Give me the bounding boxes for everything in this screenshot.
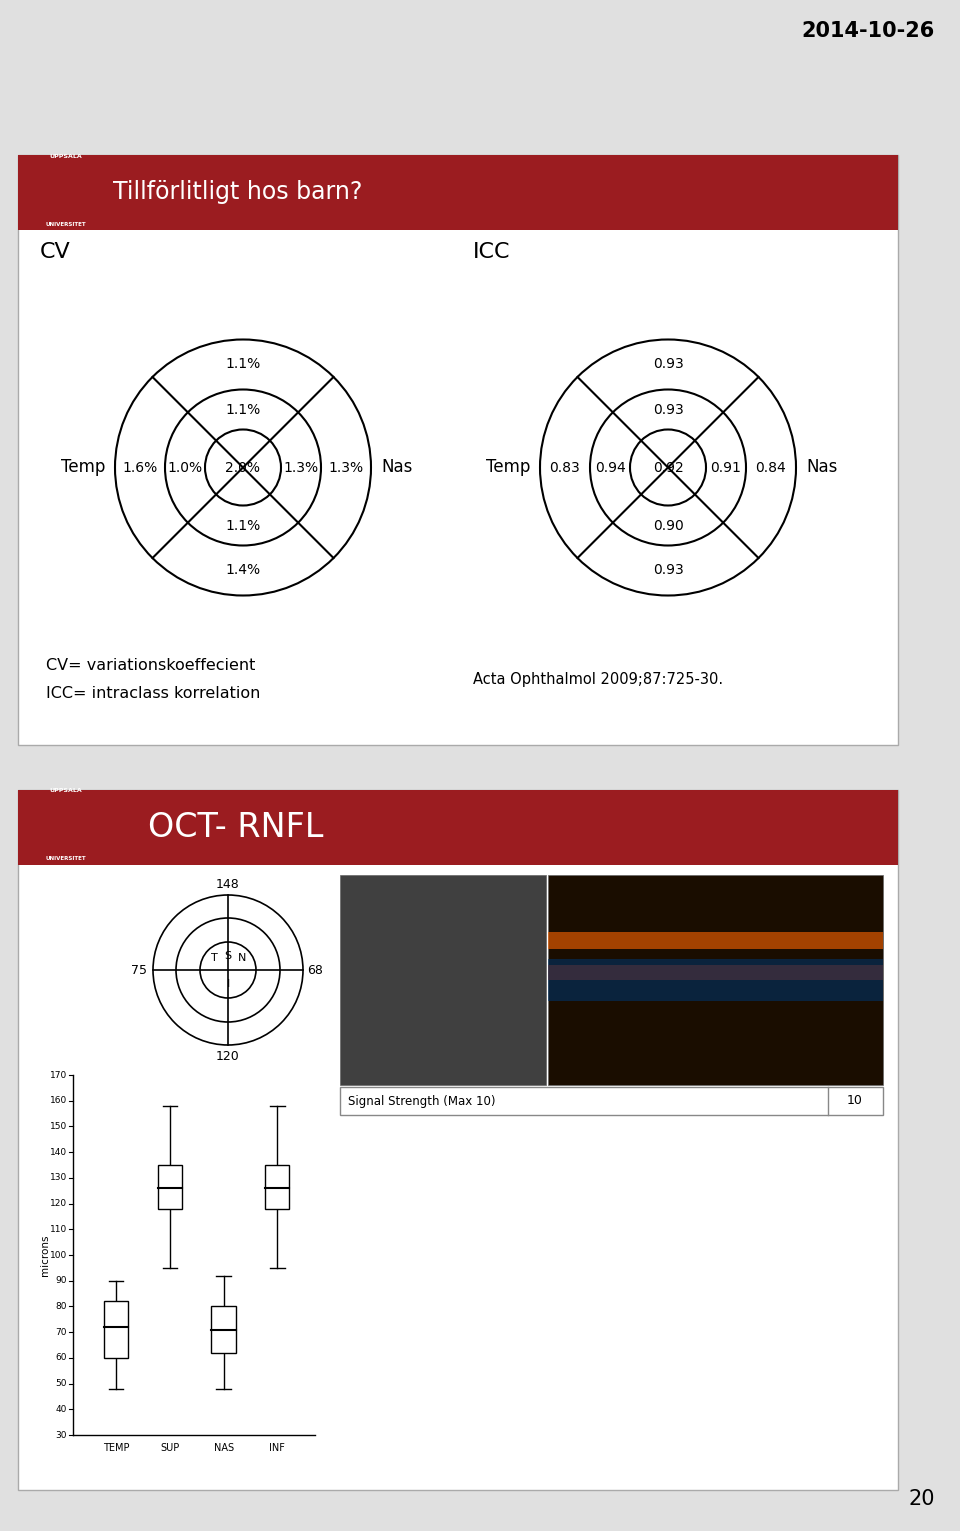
Bar bbox=[548, 932, 883, 949]
Text: 90: 90 bbox=[56, 1277, 67, 1285]
Bar bbox=[548, 958, 883, 1001]
Text: 140: 140 bbox=[50, 1148, 67, 1156]
Text: Temp: Temp bbox=[486, 458, 530, 476]
Bar bbox=[18, 790, 898, 865]
Text: T: T bbox=[210, 952, 217, 963]
Text: 100: 100 bbox=[50, 1251, 67, 1260]
Text: ICC= intraclass korrelation: ICC= intraclass korrelation bbox=[46, 686, 260, 701]
Bar bbox=[18, 790, 898, 1490]
Text: 0.92: 0.92 bbox=[653, 461, 684, 475]
Text: 0.90: 0.90 bbox=[653, 519, 684, 533]
Circle shape bbox=[45, 807, 87, 848]
Text: 1.1%: 1.1% bbox=[226, 519, 260, 533]
Text: 10: 10 bbox=[847, 1095, 863, 1107]
Text: TEMP: TEMP bbox=[103, 1444, 130, 1453]
Text: 2014-10-26: 2014-10-26 bbox=[802, 21, 935, 41]
Text: 1.3%: 1.3% bbox=[328, 461, 364, 475]
Text: 120: 120 bbox=[50, 1199, 67, 1208]
Text: 40: 40 bbox=[56, 1405, 67, 1413]
Text: 60: 60 bbox=[56, 1353, 67, 1363]
Text: 75: 75 bbox=[131, 963, 147, 977]
Text: 20: 20 bbox=[908, 1490, 935, 1510]
Text: 0.84: 0.84 bbox=[756, 461, 786, 475]
Text: 0.93: 0.93 bbox=[653, 403, 684, 416]
Text: 50: 50 bbox=[56, 1379, 67, 1389]
Text: 0.94: 0.94 bbox=[594, 461, 625, 475]
Bar bbox=[104, 1301, 128, 1358]
Text: 68: 68 bbox=[307, 963, 323, 977]
Text: UNIVERSITET: UNIVERSITET bbox=[46, 222, 86, 227]
Text: SUP: SUP bbox=[160, 1444, 180, 1453]
Text: 150: 150 bbox=[50, 1122, 67, 1131]
Bar bbox=[18, 155, 898, 230]
Text: Acta Ophthalmol 2009;87:725-30.: Acta Ophthalmol 2009;87:725-30. bbox=[473, 672, 723, 687]
Text: 1.1%: 1.1% bbox=[226, 358, 260, 372]
Text: 170: 170 bbox=[50, 1070, 67, 1079]
Text: UNIVERSITET: UNIVERSITET bbox=[46, 856, 86, 862]
Bar bbox=[265, 1165, 290, 1208]
Text: S: S bbox=[225, 951, 231, 961]
Text: 120: 120 bbox=[216, 1049, 240, 1063]
Text: 70: 70 bbox=[56, 1327, 67, 1337]
Text: 80: 80 bbox=[56, 1301, 67, 1311]
Text: 1.6%: 1.6% bbox=[122, 461, 157, 475]
Text: Nas: Nas bbox=[806, 458, 837, 476]
Text: 2.0%: 2.0% bbox=[226, 461, 260, 475]
Text: Tillförlitligt hos barn?: Tillförlitligt hos barn? bbox=[113, 181, 362, 205]
Text: Nas: Nas bbox=[381, 458, 413, 476]
Circle shape bbox=[52, 813, 80, 842]
Text: 110: 110 bbox=[50, 1225, 67, 1234]
Text: NAS: NAS bbox=[213, 1444, 233, 1453]
Text: 1.1%: 1.1% bbox=[226, 403, 260, 416]
Bar bbox=[211, 1306, 235, 1353]
Circle shape bbox=[38, 799, 94, 856]
Text: microns: microns bbox=[40, 1234, 50, 1275]
Circle shape bbox=[38, 164, 94, 220]
Text: 0.93: 0.93 bbox=[653, 358, 684, 372]
Bar bbox=[340, 876, 546, 1085]
Bar bbox=[340, 1087, 883, 1115]
Text: 0.91: 0.91 bbox=[710, 461, 741, 475]
Text: CV: CV bbox=[40, 242, 71, 262]
Text: 148: 148 bbox=[216, 877, 240, 891]
Text: ICC: ICC bbox=[473, 242, 511, 262]
Text: 130: 130 bbox=[50, 1173, 67, 1182]
Text: 1.4%: 1.4% bbox=[226, 563, 260, 577]
Text: N: N bbox=[238, 952, 246, 963]
Text: 0.83: 0.83 bbox=[550, 461, 581, 475]
Text: I: I bbox=[227, 978, 229, 989]
Text: UPPSALA: UPPSALA bbox=[50, 153, 83, 159]
Text: OCT- RNFL: OCT- RNFL bbox=[148, 811, 324, 844]
Circle shape bbox=[52, 179, 80, 207]
Text: CV= variationskoeffecient: CV= variationskoeffecient bbox=[46, 658, 255, 674]
Text: 0.93: 0.93 bbox=[653, 563, 684, 577]
Bar bbox=[548, 966, 883, 980]
Bar bbox=[157, 1165, 181, 1208]
Text: UPPSALA: UPPSALA bbox=[50, 788, 83, 793]
Text: INF: INF bbox=[270, 1444, 285, 1453]
Text: 30: 30 bbox=[56, 1430, 67, 1439]
Bar bbox=[18, 155, 898, 746]
Bar bbox=[548, 876, 883, 1085]
Text: 1.0%: 1.0% bbox=[167, 461, 203, 475]
Text: Temp: Temp bbox=[60, 458, 105, 476]
Text: 1.3%: 1.3% bbox=[283, 461, 319, 475]
Text: Signal Strength (Max 10): Signal Strength (Max 10) bbox=[348, 1095, 495, 1107]
Circle shape bbox=[45, 171, 87, 213]
Text: 160: 160 bbox=[50, 1096, 67, 1105]
